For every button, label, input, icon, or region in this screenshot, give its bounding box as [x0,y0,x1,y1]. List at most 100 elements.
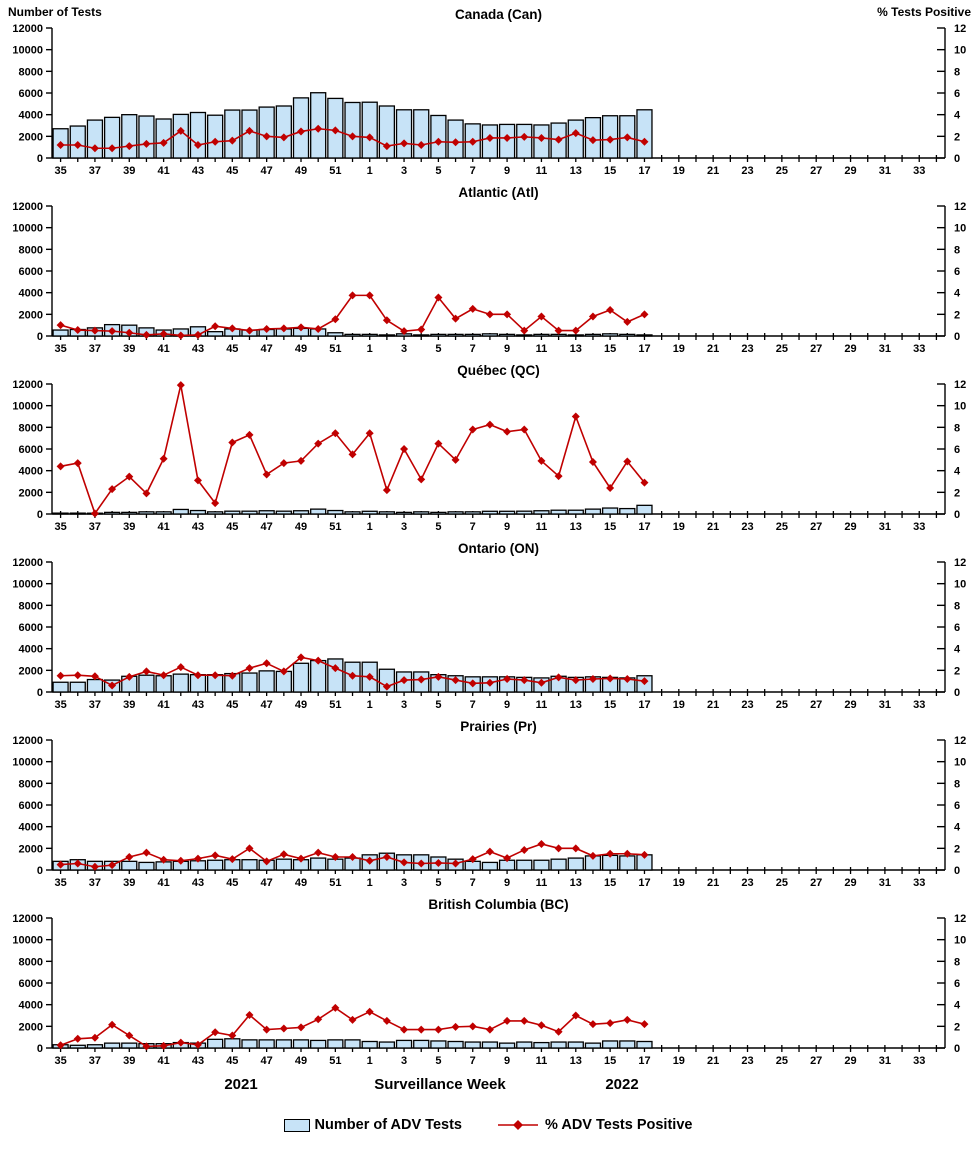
week-label: 9 [504,699,510,711]
pct-marker [228,671,237,680]
week-label: 15 [604,877,616,889]
right-tick-label: 8 [954,66,960,78]
pct-marker [520,1016,529,1025]
week-label: 9 [504,343,510,355]
bar [344,511,361,515]
bar [155,511,172,515]
week-label: 25 [776,1055,788,1067]
pct-marker [485,310,494,319]
pct-marker [90,672,99,681]
pct-marker [108,861,117,870]
bar [52,329,69,337]
week-label: 17 [638,877,650,889]
pct-marker [73,671,82,680]
right-tick-label: 6 [954,88,960,100]
bar [636,504,653,515]
week-label: 43 [192,165,204,177]
week-label: 13 [570,521,582,533]
pct-marker [211,322,220,331]
pct-marker [73,141,82,149]
right-tick-label: 4 [954,822,961,834]
pct-marker [314,848,323,857]
bar [241,859,258,871]
week-label: 3 [401,1055,407,1067]
week-label: 31 [879,877,891,889]
week-label: 51 [329,699,341,711]
pct-marker [417,475,426,484]
year-2022-label: 2022 [605,1076,639,1093]
bar [310,659,327,693]
pct-marker [176,1038,185,1047]
pct-marker [417,675,426,684]
week-label: 37 [89,1055,101,1067]
bar [464,511,481,515]
bar [138,674,155,693]
bar [413,109,430,159]
week-label: 5 [435,165,441,177]
pct-marker [571,129,580,138]
pct-marker [279,133,288,142]
pct-marker [297,323,306,332]
pct-marker [468,137,477,146]
right-tick-label: 4 [954,288,961,300]
pct-marker [56,141,65,149]
pct-marker [623,133,632,142]
week-label: 17 [638,343,650,355]
pct-marker [262,659,271,668]
bar [241,1039,258,1049]
week-label: 3 [401,165,407,177]
bar [430,1040,447,1049]
left-tick-label: 12000 [12,913,43,925]
bar [241,510,258,515]
right-tick-label: 0 [954,865,960,877]
week-label: 43 [192,699,204,711]
pct-marker [142,330,151,339]
week-label: 51 [329,521,341,533]
pct-marker [245,844,254,853]
week-label: 13 [570,877,582,889]
pct-marker [159,1041,168,1050]
pct-marker [468,1022,477,1031]
right-tick-label: 0 [954,331,960,343]
pct-marker [503,1016,512,1025]
bar [258,510,275,515]
week-label: 9 [504,165,510,177]
pct-marker [279,1024,288,1033]
bar [361,333,378,337]
pct-marker [451,314,460,323]
pct-marker [90,862,99,871]
week-label: 19 [673,521,685,533]
bar [241,672,258,693]
bar-legend-swatch [283,1118,310,1132]
bar [224,510,241,515]
pct-marker [125,1031,134,1040]
pct-marker [417,859,426,868]
pct-marker [623,1015,632,1024]
pct-marker [588,1020,597,1029]
pct-marker [176,856,185,865]
bar [550,509,567,515]
pct-marker [193,854,202,863]
pct-marker [348,291,357,300]
pct-marker [537,312,546,321]
week-label: 17 [638,521,650,533]
right-tick-label: 10 [954,579,966,591]
week-label: 33 [913,165,925,177]
week-label: 49 [295,699,307,711]
pct-marker [297,456,306,465]
pct-marker [193,141,202,149]
pct-marker [125,142,134,151]
bar [567,119,584,159]
week-label: 15 [604,165,616,177]
pct-marker [382,486,391,495]
bar [464,1041,481,1049]
pct-marker [434,858,443,867]
pct-marker [503,427,512,436]
legend: Number of ADV Tests % ADV Tests Positive [0,1112,976,1138]
week-label: 47 [261,699,273,711]
pct-marker [606,306,615,314]
left-tick-label: 4000 [19,644,43,656]
week-label: 3 [401,521,407,533]
bar [447,511,464,515]
